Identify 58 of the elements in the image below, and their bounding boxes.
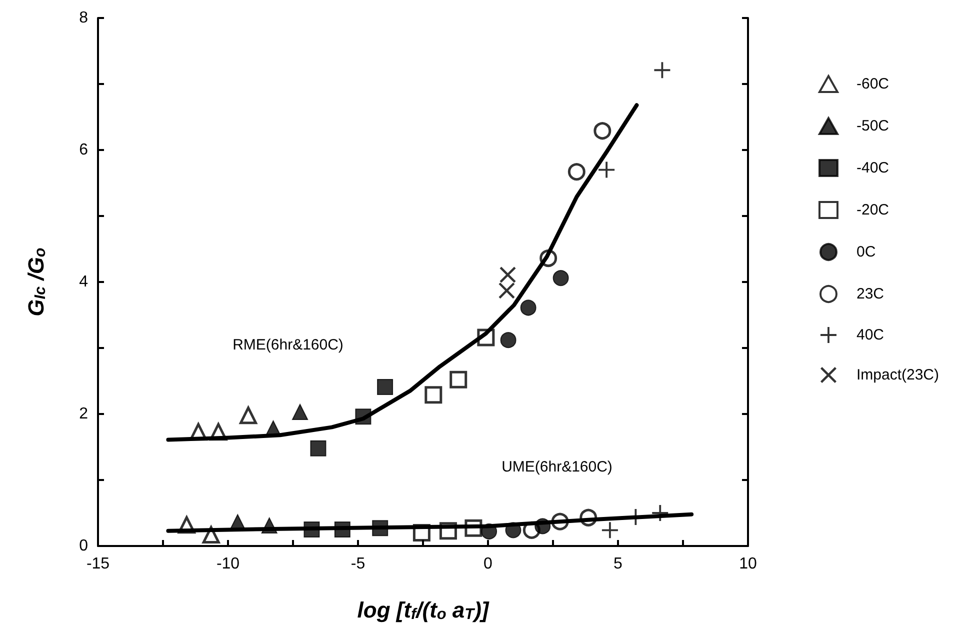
y-tick-label: 4 — [79, 274, 88, 290]
legend-label: 40C — [856, 326, 884, 344]
point — [594, 122, 612, 140]
y-axis-title: GIc /Go — [24, 248, 49, 316]
point — [292, 404, 308, 420]
annotation: UME(6hr&160C) — [502, 458, 612, 476]
line-series — [166, 103, 639, 442]
point — [580, 508, 598, 526]
point — [377, 378, 394, 395]
point — [334, 522, 350, 538]
point — [568, 163, 586, 181]
annotation: RME(6hr&160C) — [232, 336, 344, 354]
point — [424, 386, 442, 404]
y-tick-label: 0 — [79, 538, 88, 554]
legend-label: 23C — [856, 286, 884, 302]
y-tick-label: 8 — [79, 10, 88, 26]
point — [261, 518, 278, 534]
point — [439, 522, 457, 540]
point — [450, 370, 468, 388]
point — [464, 519, 482, 537]
point — [202, 526, 220, 544]
x-tick-label: 5 — [614, 556, 623, 572]
point — [602, 522, 618, 538]
point — [552, 270, 569, 286]
x-tick-label: 0 — [484, 556, 493, 572]
legend-label: -50C — [856, 118, 890, 134]
point — [654, 62, 670, 78]
x-tick-label: -15 — [86, 556, 110, 572]
point — [481, 523, 498, 540]
point — [598, 162, 615, 178]
point — [551, 512, 569, 530]
point — [520, 300, 536, 316]
point — [652, 505, 668, 521]
y-tick-label: 6 — [79, 142, 88, 158]
x-tick-label: 10 — [739, 556, 757, 572]
point — [372, 520, 388, 536]
point — [540, 249, 558, 267]
point — [477, 328, 495, 346]
point — [304, 522, 320, 538]
legend-label: -60C — [856, 76, 890, 92]
point — [505, 522, 522, 538]
x-tick-label: -5 — [350, 556, 366, 572]
point — [178, 516, 196, 534]
x-axis-title: log [tf/(to aT)] — [357, 597, 490, 623]
legend-label: -20C — [856, 202, 890, 218]
point — [412, 524, 430, 542]
point — [522, 521, 540, 539]
point — [210, 423, 228, 441]
point — [500, 332, 516, 348]
legend-label: -40C — [856, 160, 890, 176]
point — [500, 266, 516, 283]
legend-label: Impact(23C) — [856, 366, 940, 384]
point — [355, 408, 372, 425]
x-tick-label: -10 — [216, 556, 240, 572]
legend-label: 0C — [856, 244, 876, 260]
point — [240, 406, 258, 424]
y-tick-label: 2 — [79, 406, 88, 422]
point — [310, 440, 326, 456]
